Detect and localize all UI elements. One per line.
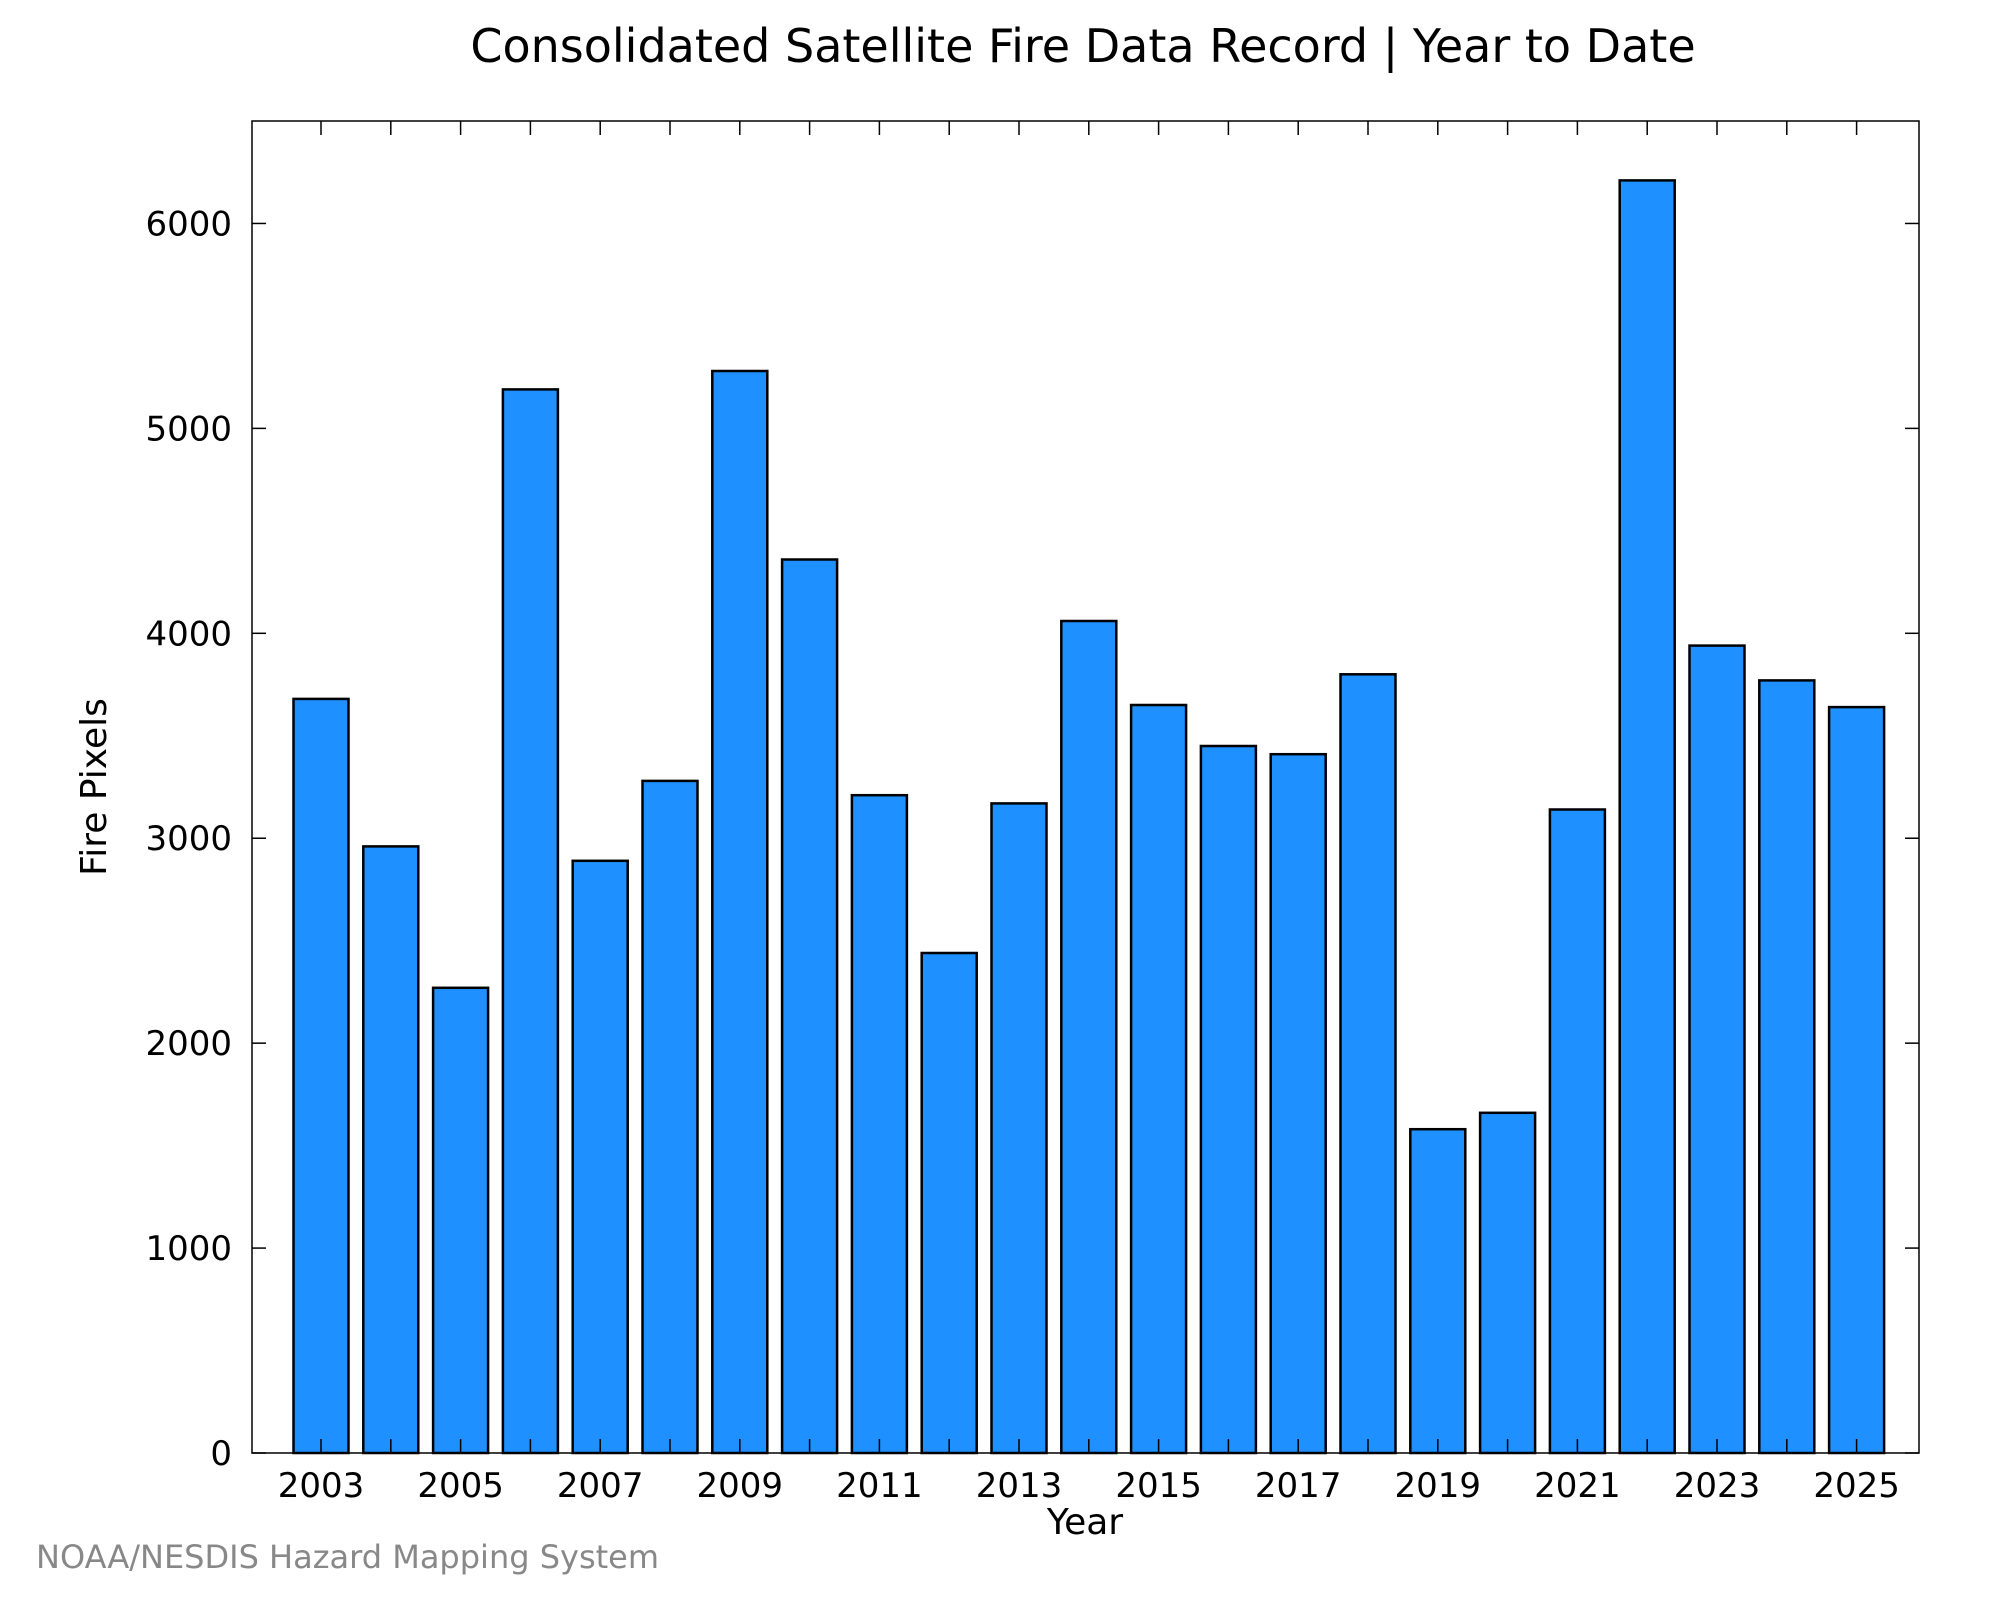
bar-2011 xyxy=(850,793,909,1455)
x-tick-label: 2003 xyxy=(278,1466,365,1506)
bar-2022 xyxy=(1618,179,1676,1455)
plot-frame xyxy=(251,120,1920,1454)
bar-2021 xyxy=(1548,808,1607,1455)
bar-2025 xyxy=(1827,705,1886,1455)
bar-2005 xyxy=(431,986,490,1455)
bar-2016 xyxy=(1199,744,1258,1455)
bar-2010 xyxy=(780,558,839,1455)
bar-2020 xyxy=(1478,1111,1537,1455)
bar-2007 xyxy=(571,859,629,1455)
bar-2003 xyxy=(292,697,350,1455)
bar-2014 xyxy=(1060,619,1118,1455)
x-tick-label: 2005 xyxy=(417,1466,504,1506)
bar-2023 xyxy=(1688,644,1746,1455)
bar-2004 xyxy=(362,845,420,1455)
y-tick-label: 5000 xyxy=(145,409,232,449)
y-tick-label: 3000 xyxy=(145,819,232,859)
x-tick-labels: 2003 2005 2007 2009 2011 2013 2015 2017 2019 2021… xyxy=(278,1466,1900,1506)
bar-2008 xyxy=(641,779,699,1455)
y-axis-label: Fire Pixels xyxy=(74,698,115,876)
ticks-layer xyxy=(252,121,1919,1454)
chart-title: Consolidated Satellite Fire Data Record … xyxy=(470,19,1695,74)
x-tick-label: 2011 xyxy=(836,1466,923,1506)
x-tick-label: 2017 xyxy=(1255,1466,1342,1506)
y-tick-labels: 0 1000 2000 3000 4000 5000 6000 xyxy=(145,204,232,1474)
y-tick-label: 0 xyxy=(210,1434,232,1474)
bar-2013 xyxy=(990,802,1048,1455)
y-tick-label: 4000 xyxy=(145,614,232,654)
bar-2009 xyxy=(711,369,769,1455)
x-axis-label: Year xyxy=(1046,1502,1123,1543)
y-tick-label: 1000 xyxy=(145,1229,232,1269)
x-tick-label: 2021 xyxy=(1534,1466,1621,1506)
x-tick-label: 2013 xyxy=(976,1466,1063,1506)
x-tick-label: 2025 xyxy=(1813,1466,1900,1506)
y-tick-label: 6000 xyxy=(145,204,232,244)
x-tick-label: 2009 xyxy=(697,1466,784,1506)
bar-2006 xyxy=(501,388,560,1455)
bars-layer xyxy=(292,179,1886,1455)
x-tick-label: 2015 xyxy=(1115,1466,1202,1506)
x-tick-label: 2023 xyxy=(1674,1466,1761,1506)
bar-2015 xyxy=(1129,703,1188,1455)
x-tick-label: 2007 xyxy=(557,1466,644,1506)
bar-2018 xyxy=(1339,673,1397,1455)
y-tick-label: 2000 xyxy=(145,1024,232,1064)
bar-2024 xyxy=(1758,679,1816,1455)
bar-2012 xyxy=(920,951,978,1455)
credit-text: NOAA/NESDIS Hazard Mapping System xyxy=(36,1538,660,1576)
x-tick-label: 2019 xyxy=(1395,1466,1482,1506)
bar-2017 xyxy=(1269,752,1327,1455)
bar-2019 xyxy=(1409,1127,1467,1455)
